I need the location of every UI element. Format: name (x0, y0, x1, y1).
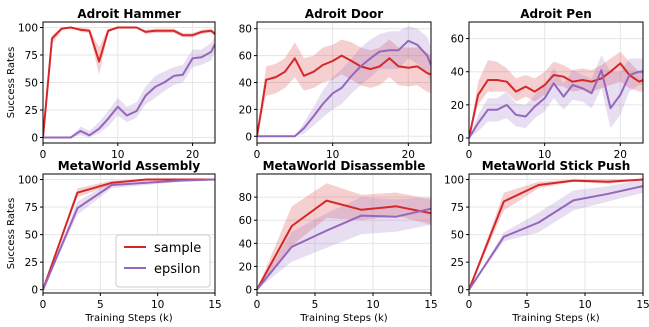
legend-label-sample: sample (154, 241, 201, 256)
y-tick-label: 0 (245, 285, 252, 297)
x-tick-label: 0 (254, 299, 261, 311)
y-tick-label: 60 (239, 51, 252, 63)
y-tick-label: 60 (451, 34, 464, 46)
y-tick-label: 60 (239, 215, 252, 227)
x-tick-label: 15 (636, 299, 649, 311)
plot-area (257, 26, 431, 138)
y-tick-label: 75 (451, 202, 464, 214)
y-axis-label: Success Rates (6, 47, 17, 119)
x-tick-label: 20 (614, 149, 627, 161)
y-tick-label: 50 (451, 230, 464, 242)
panel-title: MetaWorld Disassemble (263, 159, 426, 173)
x-axis-label: Training Steps (k) (299, 313, 387, 324)
series-line-sample (469, 178, 643, 291)
x-tick-label: 15 (208, 299, 221, 311)
y-tick-label: 0 (457, 133, 464, 145)
x-tick-label: 0 (466, 299, 473, 311)
y-tick-label: 100 (18, 23, 38, 35)
series-line-epsilon (43, 178, 215, 291)
plot-area (257, 183, 431, 291)
x-tick-label: 0 (466, 149, 473, 161)
series-line-epsilon (469, 185, 643, 291)
axes-frame (468, 21, 644, 144)
panel-title: Adroit Door (305, 7, 384, 21)
plot-area (469, 178, 643, 291)
band-epsilon (43, 179, 215, 290)
x-tick-label: 10 (326, 149, 339, 161)
y-tick-label: 80 (239, 192, 252, 204)
band-sample (257, 183, 431, 290)
x-tick-label: 5 (312, 299, 319, 311)
y-tick-label: 40 (451, 67, 464, 79)
y-tick-label: 20 (451, 100, 464, 112)
x-tick-label: 0 (254, 149, 261, 161)
y-tick-label: 0 (245, 131, 252, 143)
x-tick-label: 0 (40, 299, 47, 311)
panel-2: 0 10 20 0 20 40 60 Adroit Pen (451, 7, 644, 161)
series-line-epsilon (257, 39, 431, 138)
y-tick-label: 25 (25, 257, 38, 269)
plot-area (43, 178, 215, 291)
panel-title: Adroit Hammer (77, 7, 180, 21)
panel-title: MetaWorld Stick Push (482, 159, 631, 173)
y-tick-label: 40 (239, 238, 252, 250)
series-line-sample (43, 26, 215, 138)
axes-frame (42, 173, 216, 294)
y-tick-label: 75 (25, 50, 38, 62)
band-epsilon (257, 26, 431, 137)
y-tick-label: 25 (25, 105, 38, 117)
series-line-epsilon (257, 207, 431, 291)
y-tick-label: 20 (239, 104, 252, 116)
band-epsilon (257, 197, 431, 290)
panel-5: 0 5 10 15 0 25 50 75 100 MetaWorld Stick Push Trai… (444, 159, 649, 324)
x-tick-label: 10 (151, 299, 164, 311)
series-line-sample (469, 62, 643, 139)
panel-title: Adroit Pen (520, 7, 592, 21)
series-line-epsilon (469, 69, 643, 139)
x-tick-label: 20 (402, 149, 415, 161)
y-tick-label: 20 (239, 261, 252, 273)
x-tick-label: 10 (538, 149, 551, 161)
axes-frame (256, 173, 432, 294)
plot-area (43, 26, 215, 139)
plot-area (469, 51, 643, 139)
x-axis-label: Training Steps (k) (84, 313, 172, 324)
panel-4: 0 5 10 15 0 20 40 60 80 MetaWorld Disassemble Trai… (239, 159, 438, 324)
x-tick-label: 10 (111, 149, 124, 161)
x-axis-label: Training Steps (k) (511, 313, 599, 324)
y-axis-label: Success Rates (6, 198, 17, 270)
y-tick-label: 75 (25, 202, 38, 214)
series-line-sample (257, 54, 431, 137)
y-tick-label: 50 (25, 230, 38, 242)
y-tick-label: 100 (444, 175, 464, 187)
x-tick-label: 10 (578, 299, 591, 311)
y-tick-label: 25 (451, 257, 464, 269)
y-tick-label: 0 (457, 285, 464, 297)
panel-1: 0 10 20 0 20 40 60 80 Adroit Door (239, 7, 432, 161)
panel-0: 0 10 20 0 25 50 75 100 Adroit Hammer Success Rate… (6, 7, 216, 161)
x-tick-label: 5 (524, 299, 531, 311)
y-tick-label: 100 (18, 175, 38, 187)
y-tick-label: 0 (31, 133, 38, 145)
x-tick-label: 15 (424, 299, 437, 311)
y-tick-label: 0 (31, 285, 38, 297)
legend-label-epsilon: epsilon (154, 262, 200, 277)
band-sample (257, 39, 431, 137)
panel-title: MetaWorld Assembly (58, 159, 201, 173)
band-epsilon (43, 36, 215, 138)
series-line-epsilon (43, 43, 215, 139)
x-tick-label: 10 (366, 299, 379, 311)
x-tick-label: 0 (40, 149, 47, 161)
x-tick-label: 5 (97, 299, 104, 311)
x-tick-label: 20 (186, 149, 199, 161)
series-line-sample (257, 199, 431, 290)
y-tick-label: 80 (239, 24, 252, 36)
axes-frame (468, 173, 644, 294)
y-tick-label: 50 (25, 78, 38, 90)
legend: sample epsilon (115, 234, 211, 288)
y-tick-label: 40 (239, 78, 252, 90)
